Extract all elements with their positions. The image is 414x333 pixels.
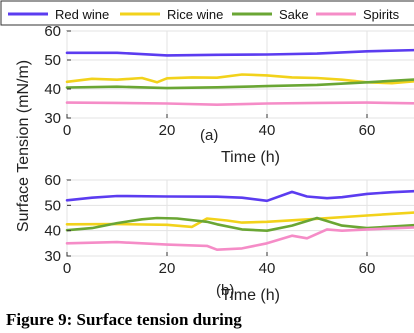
panel-b-xlabel: Time (h) <box>221 287 280 304</box>
series-line-b-red-wine <box>65 189 414 203</box>
ytick-label-a-60: 60 <box>44 23 61 40</box>
series-line-a-rice-wine <box>65 73 414 85</box>
panel-b-tag: (b) <box>216 282 234 299</box>
series-line-a-spirits <box>65 101 414 106</box>
panel-a: 30 40 50 60 0 20 40 60 (a) Time (h) <box>44 23 414 166</box>
panel-b: 30 40 50 60 0 20 40 60 (b) Time (h) <box>44 172 414 304</box>
ytick-label-a-30: 30 <box>44 110 61 127</box>
shared-y-axis-label: Surface Tension (mN/m) <box>15 60 32 232</box>
legend-label-rice-wine: Rice wine <box>167 7 223 22</box>
series-line-a-red-wine <box>65 48 414 57</box>
series-line-b-rice-wine <box>65 211 414 229</box>
series-line-a-sake <box>65 78 414 90</box>
xtick-label-a-40: 40 <box>259 122 276 139</box>
series-line-b-sake <box>65 216 414 232</box>
panel-a-tag: (a) <box>200 127 218 144</box>
ytick-label-a-40: 40 <box>44 81 61 98</box>
legend-label-sake: Sake <box>279 7 309 22</box>
legend-label-spirits: Spirits <box>363 7 400 22</box>
legend-label-red-wine: Red wine <box>55 7 109 22</box>
ytick-label-b-60: 60 <box>44 172 61 189</box>
xtick-label-b-60: 60 <box>359 260 376 277</box>
ytick-label-b-50: 50 <box>44 197 61 214</box>
series-line-b-spirits <box>65 226 414 251</box>
panel-b-frame <box>66 179 414 257</box>
figure-caption: Figure 9: Surface tension during <box>6 310 242 329</box>
legend: Red wine Rice wine Sake Spirits <box>0 0 414 26</box>
xtick-label-b-20: 20 <box>159 260 176 277</box>
xtick-label-a-60: 60 <box>359 122 376 139</box>
panel-a-xlabel: Time (h) <box>221 149 280 166</box>
ytick-label-b-40: 40 <box>44 223 61 240</box>
xtick-label-b-0: 0 <box>63 260 71 277</box>
xtick-label-a-20: 20 <box>159 122 176 139</box>
ytick-label-a-50: 50 <box>44 52 61 69</box>
ytick-label-b-30: 30 <box>44 248 61 265</box>
xtick-label-a-0: 0 <box>63 122 71 139</box>
xtick-label-b-40: 40 <box>259 260 276 277</box>
